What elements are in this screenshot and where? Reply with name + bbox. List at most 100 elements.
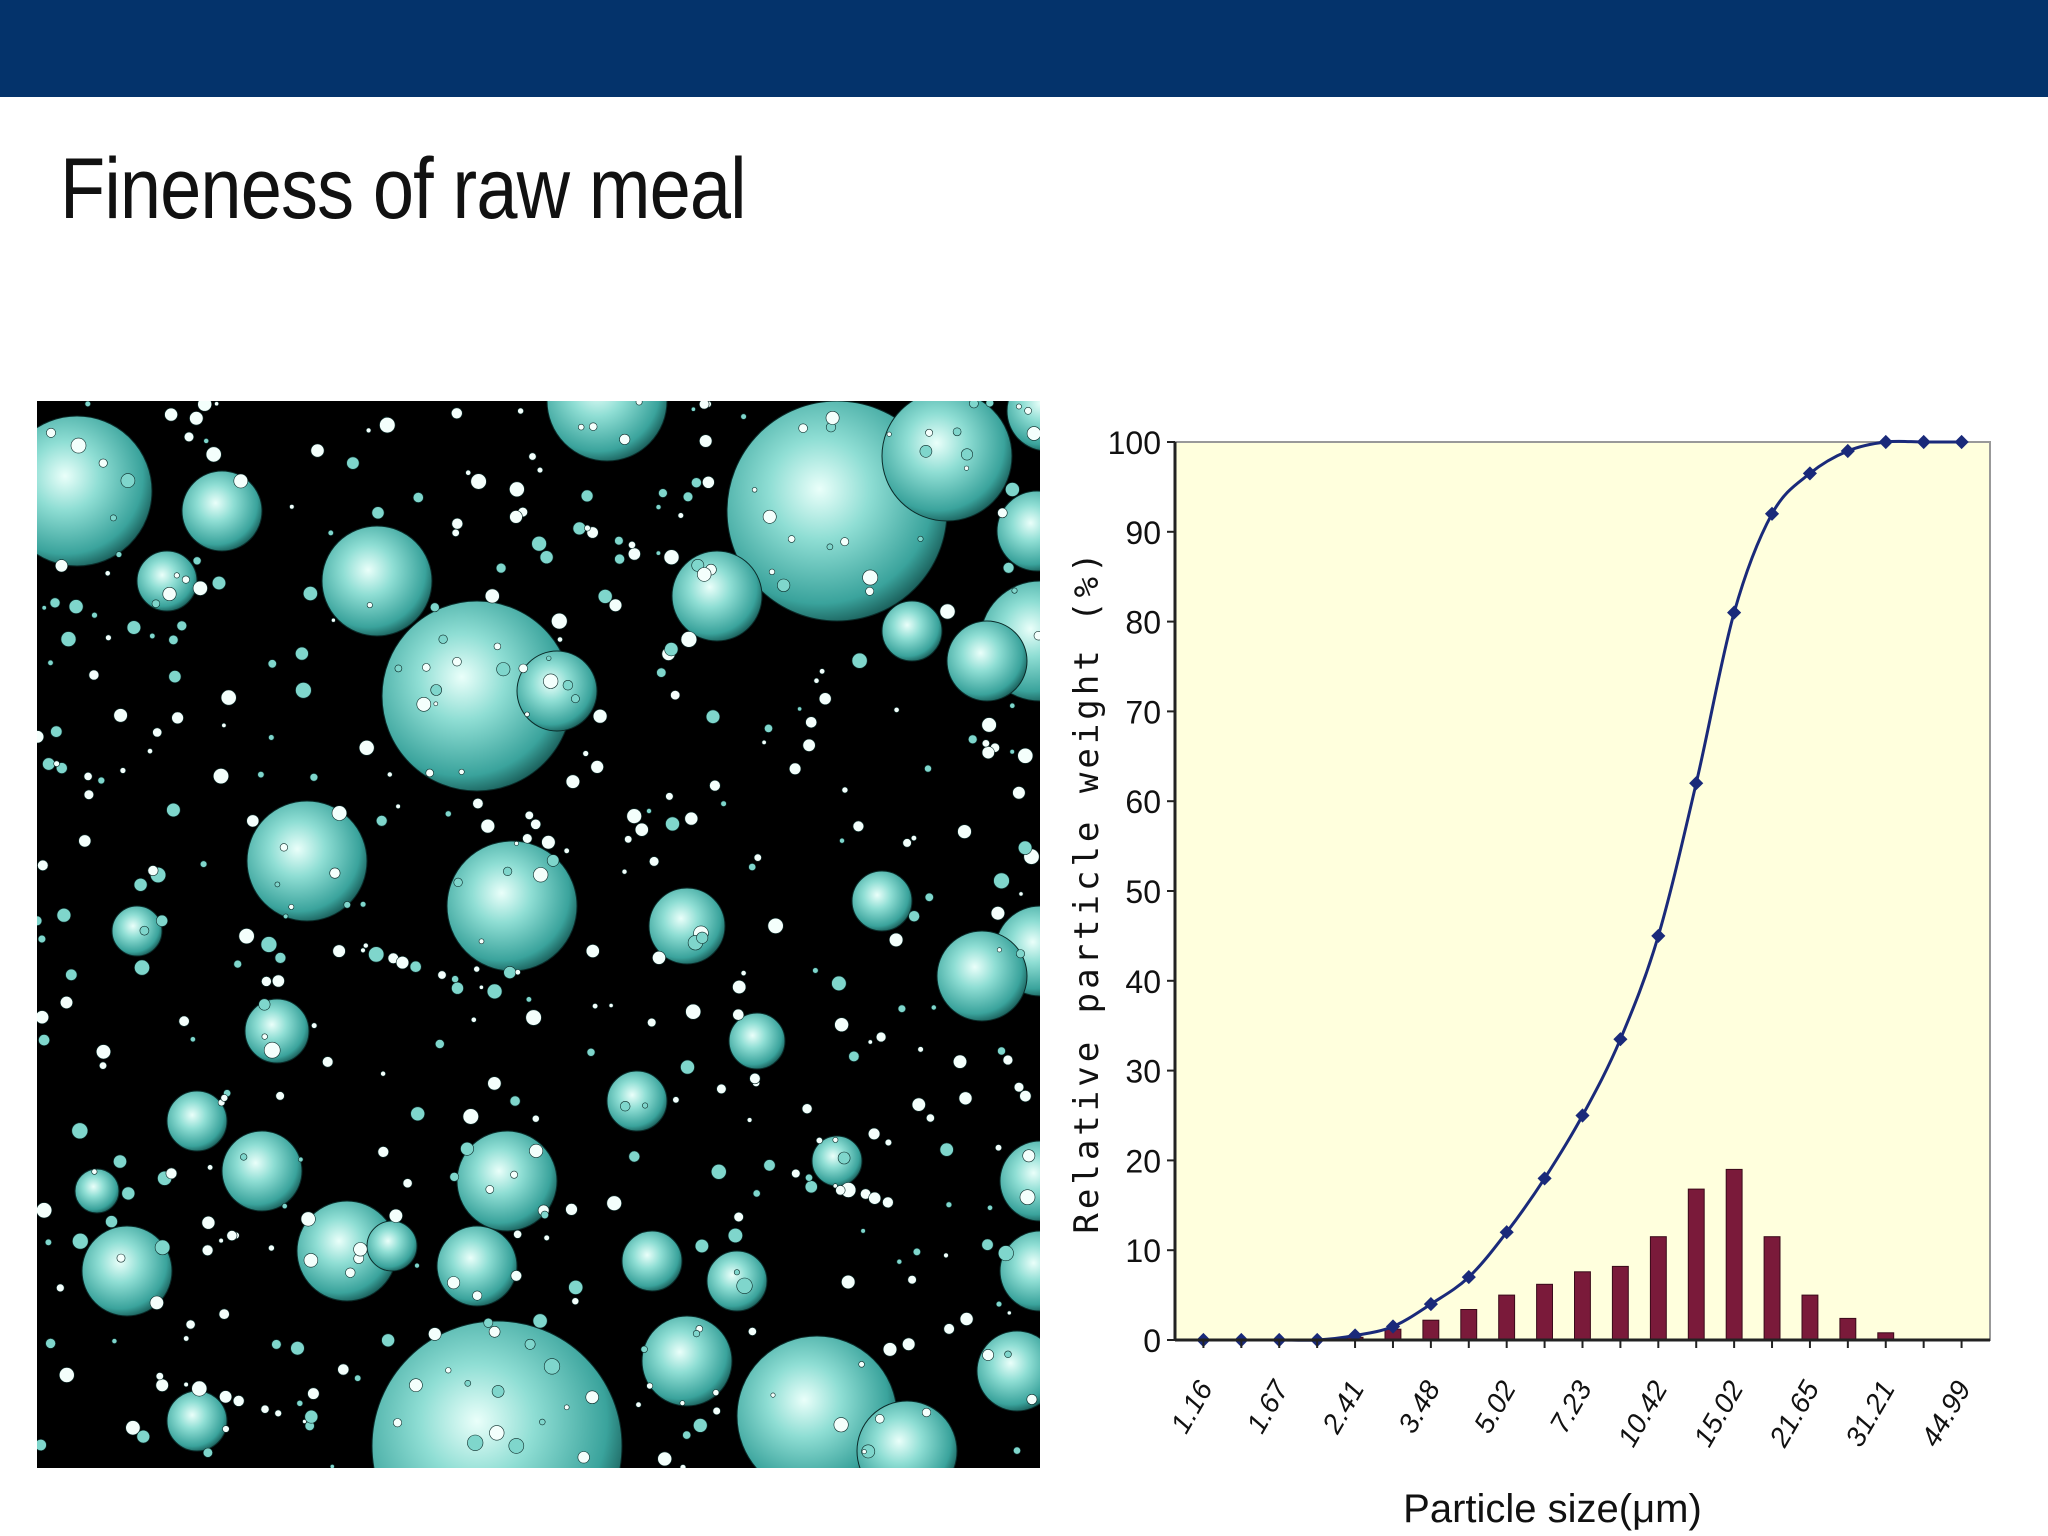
- particle-dot: [580, 489, 594, 503]
- particle-dot: [788, 762, 802, 775]
- particle-dot: [546, 854, 560, 867]
- particle-dot: [768, 568, 776, 575]
- y-tick-label: 80: [1125, 605, 1161, 641]
- particle-dot: [513, 1229, 522, 1239]
- particle-dot: [720, 800, 727, 807]
- particle-dot: [557, 636, 563, 643]
- particle-dot: [346, 456, 360, 470]
- x-tick-label: 21.65: [1763, 1375, 1826, 1452]
- particle-dot: [907, 1275, 917, 1285]
- particle-sphere: [881, 600, 943, 662]
- particle-sphere: [976, 1330, 1040, 1412]
- particle-dot: [429, 602, 440, 613]
- particle-sphere: [648, 887, 726, 965]
- particle-dot: [672, 1096, 680, 1104]
- particle-dot: [113, 708, 128, 723]
- particle-sphere: [366, 1220, 418, 1272]
- bar: [1498, 1294, 1516, 1341]
- particle-dot: [261, 976, 272, 987]
- particle-dot: [997, 1046, 1006, 1056]
- particle-dot: [524, 810, 534, 820]
- particle-dot: [902, 838, 912, 848]
- particle-dot: [281, 1203, 288, 1209]
- particle-sphere: [37, 415, 153, 567]
- data-point: [1537, 1171, 1552, 1186]
- particle-dot: [268, 734, 275, 741]
- particle-dot: [300, 1211, 316, 1227]
- particle-dot: [38, 1034, 50, 1046]
- particle-sphere: [936, 930, 1028, 1022]
- particle-dot: [37, 1202, 53, 1219]
- particle-dot: [541, 835, 556, 850]
- particle-dot: [517, 407, 524, 415]
- particle-dot: [921, 1407, 932, 1418]
- particle-dot: [91, 1168, 98, 1175]
- data-point: [1764, 506, 1780, 521]
- particle-dot: [685, 1003, 702, 1020]
- particle-dot: [271, 974, 285, 988]
- particle-dot: [664, 642, 679, 657]
- particle-dot: [164, 407, 178, 422]
- particle-sphere: [621, 1230, 683, 1292]
- particle-dot: [380, 1070, 386, 1077]
- particle-dot: [368, 946, 385, 963]
- particle-dot: [121, 1186, 136, 1201]
- particle-dot: [528, 452, 537, 461]
- particle-dot: [764, 723, 773, 733]
- particle-dot: [302, 586, 318, 601]
- particle-dot: [798, 423, 808, 433]
- particle-dot: [682, 1430, 692, 1440]
- particle-dot: [831, 975, 847, 992]
- particle-dot: [852, 820, 865, 832]
- particle-dot: [83, 771, 93, 781]
- particle-dot: [585, 944, 600, 958]
- particle-sphere: [181, 470, 263, 552]
- y-tick-label: 90: [1125, 515, 1161, 551]
- particle-dot: [753, 853, 762, 862]
- particle-dot: [518, 663, 528, 674]
- particle-dot: [120, 473, 136, 488]
- particle-dot: [648, 856, 660, 867]
- particle-dot: [176, 620, 188, 632]
- particle-dot: [260, 1404, 270, 1414]
- particle-sphere: [516, 650, 598, 732]
- particle-dot: [1018, 891, 1024, 897]
- particle-dot: [46, 427, 56, 438]
- particle-dot: [155, 1378, 169, 1392]
- data-point: [1954, 434, 1969, 450]
- particle-dot: [761, 739, 767, 745]
- particle-dot: [563, 847, 570, 854]
- particle-dot: [606, 1195, 622, 1211]
- particle-dot: [911, 1097, 926, 1112]
- particle-dot: [433, 701, 439, 707]
- y-tick-label: 0: [1143, 1323, 1161, 1359]
- particle-sphere: [671, 550, 763, 642]
- particle-dot: [267, 659, 277, 669]
- particle-dot: [749, 1072, 761, 1085]
- data-point: [1651, 928, 1666, 943]
- particle-dot: [732, 1008, 745, 1021]
- particle-dot: [619, 1100, 631, 1112]
- particle-dot: [116, 1253, 126, 1263]
- particle-dot: [597, 589, 613, 604]
- particle-dot: [376, 815, 388, 827]
- particle-dot: [257, 771, 265, 779]
- particle-dot: [105, 634, 112, 641]
- particle-dot: [524, 711, 530, 717]
- particle-dot: [307, 1387, 320, 1400]
- particle-dot: [1022, 1149, 1036, 1163]
- particle-dot: [868, 1191, 882, 1205]
- particle-dot: [551, 612, 568, 630]
- bar: [1649, 1236, 1667, 1341]
- particle-dot: [37, 1439, 47, 1451]
- particle-dot: [486, 983, 503, 1000]
- particle-dot: [867, 1127, 881, 1141]
- particle-dot: [658, 488, 668, 498]
- particle-dot: [834, 1017, 849, 1033]
- particle-dot: [716, 1083, 727, 1095]
- x-tick-label: 2.41: [1316, 1376, 1371, 1440]
- particle-dot: [83, 789, 95, 800]
- particle-dot: [263, 1041, 281, 1059]
- particle-dot: [740, 413, 747, 420]
- particle-dot: [841, 786, 849, 794]
